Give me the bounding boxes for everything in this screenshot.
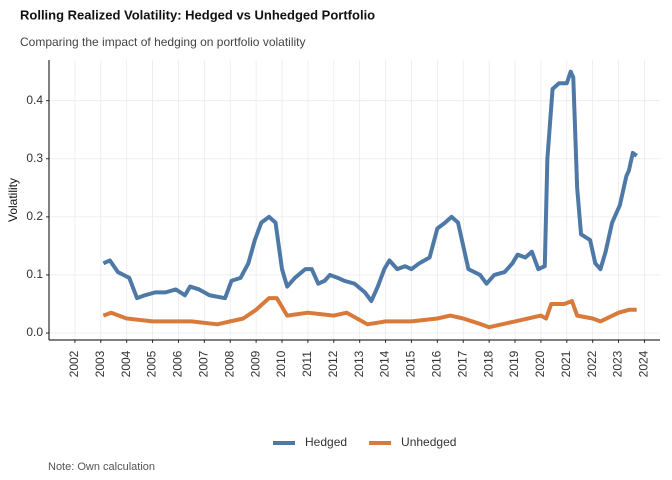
x-tick-label: 2018	[481, 350, 495, 377]
x-tick-label: 2009	[248, 350, 262, 377]
x-tick-label: 2007	[197, 350, 211, 377]
x-tick-label: 2022	[585, 350, 599, 377]
grid	[49, 60, 660, 340]
x-tick-label: 2017	[455, 350, 469, 377]
x-tick-label: 2005	[145, 350, 159, 377]
y-tick-label: 0.0	[26, 325, 43, 339]
x-tick-label: 2020	[533, 350, 547, 377]
x-tick-label: 2004	[119, 350, 133, 377]
x-tick-label: 2019	[507, 350, 521, 377]
legend-label: Unhedged	[401, 435, 456, 449]
x-tick-label: 2003	[93, 350, 107, 377]
legend: Hedged Unhedged	[273, 435, 456, 449]
x-tick-label: 2021	[559, 350, 573, 377]
x-tick-label: 2008	[222, 350, 236, 377]
chart-title: Rolling Realized Volatility: Hedged vs U…	[20, 7, 375, 22]
x-tick-label: 2002	[67, 350, 81, 377]
chart-subtitle: Comparing the impact of hedging on portf…	[20, 35, 306, 49]
x-tick-label: 2014	[378, 350, 392, 377]
x-tick-label: 2023	[611, 350, 625, 377]
series-line	[102, 69, 638, 304]
y-tick-label: 0.1	[26, 267, 43, 281]
axes: 0.0 0.1 0.2 0.3 0.4 2002 2003 2004 2005 2006 2007 2…	[26, 60, 660, 377]
x-tick-label: 2013	[352, 350, 366, 377]
x-tick-label: 2024	[637, 350, 651, 377]
y-tick-label: 0.4	[26, 93, 43, 107]
y-tick-label: 0.2	[26, 209, 43, 223]
y-axis-label: Volatility	[6, 178, 20, 222]
x-tick-label: 2016	[430, 350, 444, 377]
x-tick-label: 2006	[171, 350, 185, 377]
x-tick-label: 2015	[404, 350, 418, 377]
series-line	[102, 296, 637, 330]
x-tick-label: 2010	[274, 350, 288, 377]
lines	[102, 69, 638, 330]
x-tick-label: 2012	[326, 350, 340, 377]
x-tick-label: 2011	[300, 351, 314, 377]
legend-label: Hedged	[305, 435, 347, 449]
y-tick-label: 0.3	[26, 151, 43, 165]
caption: Note: Own calculation	[48, 461, 155, 473]
